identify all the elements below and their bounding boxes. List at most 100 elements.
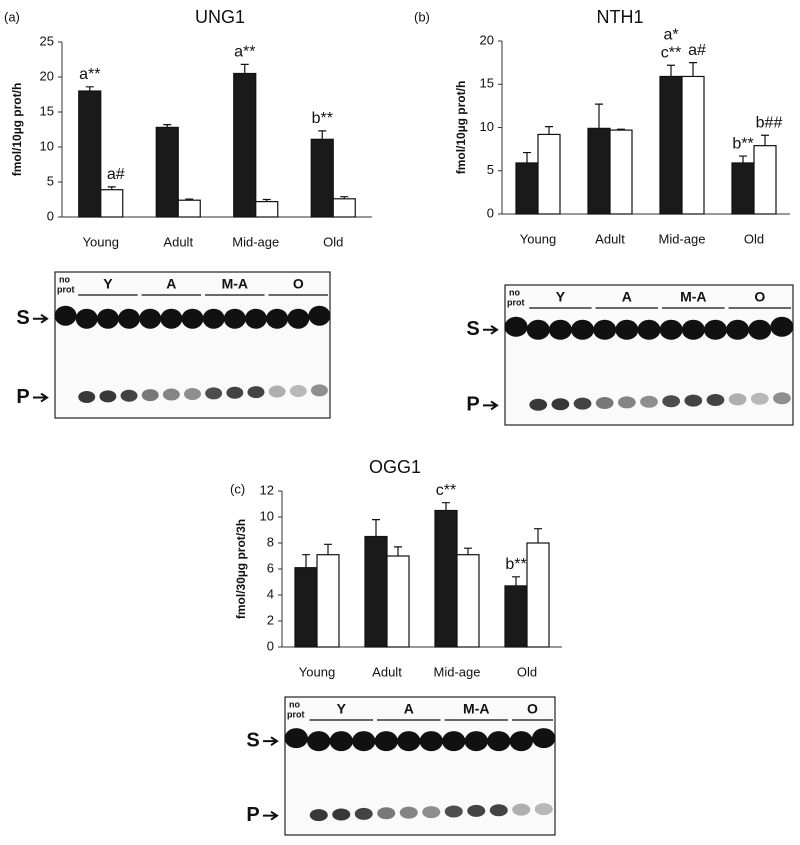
gel-lane-label: M-A: [222, 276, 248, 292]
error-bar: [318, 130, 327, 140]
gel-band-label: S: [246, 729, 259, 751]
gel-lane-label: Y: [103, 276, 113, 292]
gel-band: [573, 397, 592, 410]
gel-band-label: P: [466, 394, 479, 416]
x-tick-label: Mid-age: [232, 234, 279, 249]
significance-label: c**: [436, 482, 456, 499]
gel-band: [662, 395, 681, 408]
error-bar: [534, 528, 542, 543]
y-tick-label: 10: [480, 119, 494, 134]
bar: [659, 75, 683, 215]
bar: [294, 567, 318, 648]
gel-band: [307, 731, 331, 752]
gel-band: [266, 308, 289, 329]
y-tick-label: 20: [480, 32, 494, 47]
gel-band: [640, 395, 658, 408]
significance-label: b**: [312, 110, 333, 127]
gel-band: [374, 731, 398, 752]
error-bar: [689, 62, 697, 77]
y-tick-label: 12: [260, 482, 274, 497]
gel-band: [595, 397, 614, 409]
gel-lane-label: M-A: [680, 289, 706, 305]
gel-band: [377, 807, 396, 820]
gel-arrow: [263, 736, 279, 746]
error-bar: [617, 128, 625, 131]
gel-band: [659, 319, 683, 340]
gel-band: [287, 308, 310, 329]
gel-band: [487, 731, 511, 752]
bar: [386, 555, 410, 648]
bar: [609, 129, 633, 215]
gel-lane-label: A: [404, 701, 414, 717]
gel-band: [637, 319, 661, 340]
bar: [100, 189, 124, 218]
bar: [310, 138, 334, 218]
gel-band: [526, 319, 550, 340]
gel-band: [352, 731, 376, 752]
gel-band: [226, 386, 244, 399]
significance-label: b**: [732, 135, 753, 152]
error-bar: [302, 554, 310, 568]
bar: [731, 162, 755, 215]
gel-band-label: S: [466, 318, 479, 340]
bar: [233, 72, 257, 218]
y-tick-label: 0: [267, 638, 274, 653]
gel-band: [512, 803, 531, 816]
gel-band: [532, 728, 556, 749]
gel-arrow: [33, 392, 49, 403]
error-bar: [442, 502, 450, 511]
gel-lane-label: M-A: [463, 701, 489, 717]
gel-band: [75, 308, 98, 329]
gel-band-label: P: [16, 386, 29, 408]
gel-band: [681, 319, 705, 340]
error-bar: [394, 546, 402, 556]
gel-band: [750, 392, 769, 405]
error-bar: [512, 576, 520, 586]
gel-band: [289, 384, 307, 397]
gel-band: [529, 398, 548, 411]
bar: [753, 145, 777, 215]
y-tick-label: 0: [487, 205, 494, 220]
error-bar: [85, 86, 94, 91]
gel-lane-label: O: [754, 289, 765, 305]
gel-band: [534, 803, 553, 816]
gel-band: [205, 387, 223, 400]
gel-band: [548, 319, 572, 340]
gel-arrow: [483, 324, 499, 335]
gel-band: [99, 390, 117, 403]
y-tick-label: 10: [40, 138, 54, 153]
y-tick-label: 15: [480, 76, 494, 91]
x-tick-label: Young: [520, 231, 556, 246]
gel-arrow: [33, 313, 49, 324]
bar: [177, 199, 201, 218]
y-axis-label: fmol/10µg prot/h: [10, 83, 24, 177]
panel-label: (b): [414, 9, 430, 24]
y-tick-label: 4: [267, 586, 274, 601]
bar: [364, 535, 388, 648]
gel-band: [223, 308, 246, 329]
bar: [681, 75, 705, 215]
y-tick-label: 15: [40, 103, 54, 118]
bar: [537, 133, 561, 215]
panel-label: (a): [4, 9, 20, 24]
gel-band: [244, 308, 267, 329]
gel-band: [617, 396, 636, 409]
y-tick-label: 5: [487, 162, 494, 177]
gel-lane-label: O: [293, 276, 304, 292]
gel-band: [773, 392, 791, 405]
error-bar: [240, 63, 249, 74]
gel-band: [247, 386, 265, 399]
x-tick-label: Young: [83, 234, 119, 249]
chart-title: OGG1: [369, 457, 421, 477]
gel-band: [489, 804, 508, 817]
error-bar: [107, 186, 116, 190]
gel-lane-label: Y: [337, 701, 347, 717]
gel-label: no: [289, 699, 300, 709]
gel-band: [162, 388, 180, 401]
gel-band: [703, 319, 727, 340]
bar: [515, 162, 539, 215]
x-tick-label: Old: [517, 664, 537, 679]
gel-band: [684, 394, 703, 407]
x-tick-label: Adult: [595, 231, 625, 246]
bar: [504, 585, 528, 648]
